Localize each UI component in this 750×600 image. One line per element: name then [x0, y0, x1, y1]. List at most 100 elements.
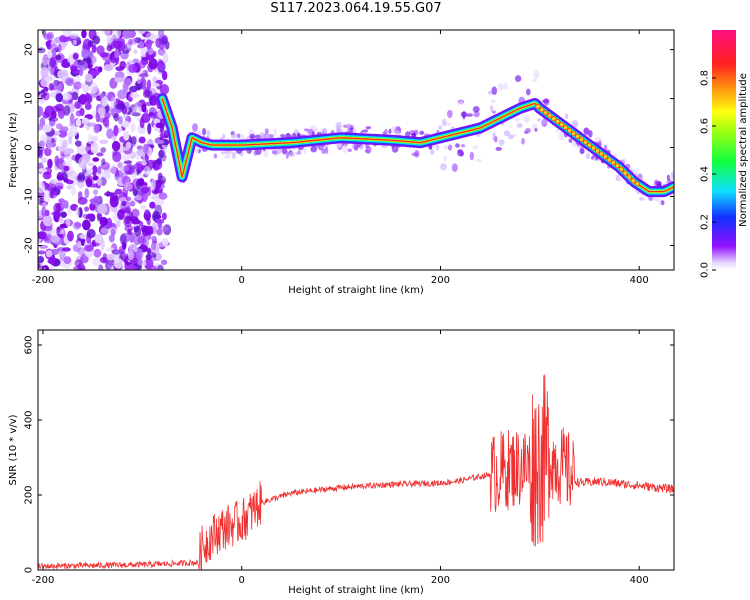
spectrogram-ridge-dot [543, 110, 549, 116]
spectrogram-cell [579, 146, 585, 155]
spectrogram-cell [141, 260, 147, 267]
spectrogram-cell [38, 124, 44, 131]
spectrogram-cell [40, 157, 48, 164]
spectrogram-cell [532, 123, 538, 129]
spectrogram-cell [39, 197, 45, 204]
spectrogram-cell [58, 249, 66, 261]
spectrogram-cell [352, 128, 358, 133]
spectrogram-cell [146, 248, 152, 255]
spectrogram-cell [53, 79, 60, 86]
spectrogram-cell [213, 153, 218, 159]
spectrogram-cell [476, 158, 482, 163]
spectrogram-cell [43, 226, 53, 232]
spectrogram-cell [99, 139, 109, 144]
spectrogram-cell [365, 126, 372, 130]
spectrogram-cell [154, 218, 165, 224]
spectrogram-cell [361, 129, 369, 133]
spectrogram-cell [125, 141, 132, 149]
spectrogram-cell [466, 113, 474, 117]
spectrogram-cell [89, 69, 100, 76]
spectrogram-cell [113, 40, 123, 50]
spectrogram-cell [41, 55, 50, 66]
spectrogram-cell [159, 133, 167, 138]
spectrogram-cell [93, 123, 100, 134]
snr-x-tick-label: 400 [630, 575, 649, 586]
spectrogram-cell [133, 234, 140, 246]
spectrogram-cell [79, 93, 88, 105]
spectrogram-cell [99, 216, 108, 227]
spectrogram-cell [443, 144, 449, 150]
spectrogram-cell [65, 77, 75, 87]
spectrogram-ridge-dot [567, 127, 573, 134]
spectrogram-cell [160, 36, 167, 45]
spectrogram-cell [127, 249, 135, 261]
snr-y-axis-label: SNR (10 * v/v) [8, 414, 19, 485]
spectrogram-cell [128, 243, 137, 251]
snr-x-tick-label: 200 [431, 575, 450, 586]
colorbar-label: Normalized spectral amplitude [738, 73, 749, 227]
spectrogram-cell [133, 49, 138, 54]
spectrogram-y-axis-label: Frequency (Hz) [8, 112, 19, 188]
spectrogram-cell [103, 64, 114, 72]
spectrogram-cell [224, 149, 231, 154]
spectrogram-cell [155, 122, 164, 129]
spectrogram-cell [101, 30, 111, 36]
spectrogram-cell [135, 248, 144, 260]
spectrogram-cell [41, 202, 48, 209]
spectrogram-cell [507, 134, 514, 140]
spectrogram-cell [92, 157, 100, 162]
spectrogram-cell [50, 117, 59, 122]
spectrogram-cell [110, 108, 116, 116]
spectrogram-cell [90, 135, 99, 142]
spectrogram-cell [141, 190, 148, 203]
spectrogram-cell [145, 225, 154, 236]
spectrogram-cell [273, 128, 278, 137]
spectrogram-cell [82, 43, 92, 50]
spectrogram-cell [447, 144, 453, 151]
spectrogram-cell [514, 117, 521, 122]
spectrogram-cell [72, 221, 82, 231]
spectrogram-cell [87, 162, 95, 167]
spectrogram-cell [347, 148, 352, 153]
spectrogram-cell [657, 181, 662, 187]
spectrogram-cell [151, 235, 157, 242]
spectrogram-cell [141, 113, 151, 124]
spectrogram-cell [84, 73, 93, 83]
spectrogram-cell [155, 252, 162, 262]
spectrogram-cell [40, 67, 49, 79]
colorbar-tick-label: 0.2 [700, 214, 711, 230]
spectrogram-cell [74, 140, 82, 147]
spectrogram-cell [140, 186, 150, 194]
spectrogram-cell [38, 255, 45, 264]
spectrogram-cell [63, 165, 70, 172]
spectrogram-cell [131, 112, 141, 117]
spectrogram-ridge-dot [614, 163, 620, 169]
spectrogram-cell [77, 191, 83, 201]
spectrogram-cell [121, 105, 128, 115]
spectrogram-cell [70, 65, 78, 72]
spectrogram-cell [47, 158, 53, 169]
spectrogram-cell [564, 113, 569, 120]
spectrogram-cell [469, 151, 474, 161]
spectrogram-cell [87, 133, 93, 145]
spectrogram-cell [80, 159, 87, 170]
spectrogram-cell [49, 43, 58, 52]
spectrogram-cell [128, 64, 137, 73]
spectrogram-cell [321, 148, 326, 155]
spectrogram-ridge-dot [582, 139, 589, 145]
spectrogram-cell [53, 210, 61, 218]
spectrogram-cell [84, 102, 92, 111]
spectrogram-ridge-dot [535, 103, 541, 110]
spectrogram-cell [514, 75, 522, 82]
spectrogram-ridge-dot [555, 118, 561, 125]
spectrogram-cell [123, 182, 133, 191]
spectrogram-cell [143, 258, 154, 270]
spectrogram-cell [264, 128, 269, 136]
spectrogram-cell [472, 145, 478, 150]
spectrogram-ridge-dot [610, 160, 616, 166]
spectrogram-cell [457, 149, 464, 157]
spectrogram-cell [40, 93, 46, 99]
spectrogram-cell [77, 60, 85, 66]
spectrogram-cell [285, 150, 289, 160]
spectrogram-cell [154, 204, 163, 217]
